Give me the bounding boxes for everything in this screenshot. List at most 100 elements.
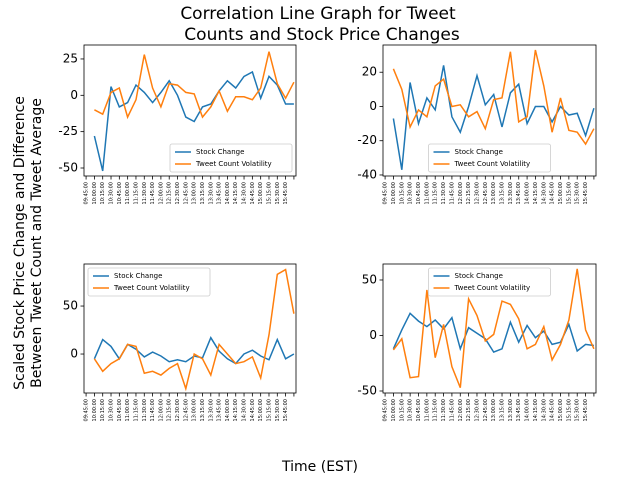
x-tick-label: 13:15:00 — [200, 399, 206, 421]
y-axis-label: Scaled Stock Price Change and Difference — [12, 96, 28, 390]
x-tick-label: 10:30:00 — [109, 182, 115, 204]
series-line — [392, 49, 595, 146]
x-tick-label: 15:00:00 — [558, 182, 564, 204]
legend-label: Tweet Count Volatility — [454, 160, 531, 168]
axes-frame — [83, 44, 297, 177]
axes-frame — [83, 263, 297, 394]
x-tick-label: 15:00:00 — [558, 399, 564, 421]
x-tick-label: 14:15:00 — [233, 182, 239, 204]
x-tick-label: 11:15:00 — [433, 182, 439, 204]
subplot: -40 -20 0 20 09:45:00 10:00:00 10:15:00 10:30:0… — [357, 44, 597, 204]
x-tick-label: 13:15:00 — [500, 182, 506, 204]
x-tick-label: 15:45:00 — [283, 399, 289, 421]
x-tick-label: 10:45:00 — [117, 182, 123, 204]
x-tick-label: 09:45:00 — [84, 399, 90, 421]
x-tick-label: 13:15:00 — [200, 182, 206, 204]
x-tick-label: 14:00:00 — [525, 182, 531, 204]
x-tick-label: 12:00:00 — [158, 182, 164, 204]
x-tick-label: 12:30:00 — [475, 399, 481, 421]
x-tick-label: 11:45:00 — [150, 399, 156, 421]
x-tick-label: 15:30:00 — [275, 182, 281, 204]
x-tick-label: 15:00:00 — [258, 182, 264, 204]
axes-frame — [382, 44, 597, 177]
x-tick-label: 11:30:00 — [441, 182, 447, 204]
y-tick-label: 0 — [369, 328, 377, 342]
x-tick-label: 13:00:00 — [192, 399, 198, 421]
subplot: -50 0 50 09:45:00 10:00:00 10:15:00 10:30:00 10… — [357, 263, 597, 421]
x-tick-label: 10:00:00 — [391, 399, 397, 421]
x-tick-label: 09:45:00 — [383, 399, 389, 421]
legend-label: Stock Change — [114, 272, 162, 280]
x-tick-label: 11:45:00 — [449, 399, 455, 421]
series-line — [392, 268, 595, 388]
x-tick-label: 12:45:00 — [483, 182, 489, 204]
x-tick-label: 10:45:00 — [416, 182, 422, 204]
x-tick-label: 11:30:00 — [441, 399, 447, 421]
series-line — [94, 51, 295, 120]
x-tick-label: 10:15:00 — [100, 182, 106, 204]
x-tick-label: 13:15:00 — [500, 399, 506, 421]
y-tick-label: -40 — [357, 167, 377, 181]
x-tick-label: 12:15:00 — [167, 399, 173, 421]
y-tick-label: 25 — [63, 51, 78, 65]
y-tick-label: 50 — [63, 299, 78, 313]
x-tick-label: 15:30:00 — [275, 399, 281, 421]
legend-label: Tweet Count Volatility — [454, 284, 531, 292]
legend-box — [428, 143, 551, 173]
x-tick-label: 15:45:00 — [583, 399, 589, 421]
x-tick-label: 12:00:00 — [458, 399, 464, 421]
y-tick-label: 50 — [362, 272, 377, 286]
x-tick-label: 13:30:00 — [208, 399, 214, 421]
x-tick-label: 12:45:00 — [483, 399, 489, 421]
subplot: 0 50 09:45:00 10:00:00 10:15:00 10:30:00 10:45… — [63, 263, 297, 421]
x-tick-label: 14:30:00 — [242, 399, 248, 421]
y-tick-label: 0 — [70, 347, 78, 361]
series-line — [93, 268, 295, 392]
x-tick-label: 11:45:00 — [150, 182, 156, 204]
x-tick-label: 12:15:00 — [466, 182, 472, 204]
x-tick-label: 13:30:00 — [508, 182, 514, 204]
x-tick-label: 10:45:00 — [117, 399, 123, 421]
x-tick-label: 12:30:00 — [475, 182, 481, 204]
x-tick-label: 14:30:00 — [541, 182, 547, 204]
x-tick-label: 11:00:00 — [125, 182, 131, 204]
x-tick-label: 13:00:00 — [491, 399, 497, 421]
x-tick-label: 11:45:00 — [449, 182, 455, 204]
x-tick-label: 10:45:00 — [416, 399, 422, 421]
x-tick-label: 13:30:00 — [208, 182, 214, 204]
legend-label: Stock Change — [455, 148, 503, 156]
x-tick-label: 11:00:00 — [424, 399, 430, 421]
x-tick-label: 15:15:00 — [566, 182, 572, 204]
x-tick-label: 14:15:00 — [533, 182, 539, 204]
x-tick-label: 11:00:00 — [424, 182, 430, 204]
y-tick-label: 0 — [369, 99, 377, 113]
x-tick-label: 10:15:00 — [399, 399, 405, 421]
legend-box — [169, 143, 293, 173]
legend-box — [428, 267, 551, 297]
x-tick-label: 11:00:00 — [125, 399, 131, 421]
x-tick-label: 11:15:00 — [134, 399, 140, 421]
legend-label: Stock Change — [455, 272, 503, 280]
x-tick-label: 12:30:00 — [175, 399, 181, 421]
x-tick-label: 12:45:00 — [183, 182, 189, 204]
x-tick-label: 15:15:00 — [267, 399, 273, 421]
x-tick-label: 13:45:00 — [217, 399, 223, 421]
x-tick-label: 15:30:00 — [575, 182, 581, 204]
legend-label: Stock Change — [196, 148, 244, 156]
x-axis-label: Time (EST) — [281, 459, 358, 475]
x-tick-label: 12:00:00 — [158, 399, 164, 421]
x-tick-label: 15:00:00 — [258, 399, 264, 421]
x-tick-label: 14:45:00 — [250, 182, 256, 204]
legend-label: Tweet Count Volatility — [113, 284, 190, 292]
x-tick-label: 11:15:00 — [134, 182, 140, 204]
x-tick-label: 13:00:00 — [192, 182, 198, 204]
y-axis-label: Between Tweet Count and Tweet Average — [29, 98, 45, 388]
x-tick-label: 14:00:00 — [225, 182, 231, 204]
x-tick-label: 14:30:00 — [541, 399, 547, 421]
x-tick-label: 10:00:00 — [391, 182, 397, 204]
x-tick-label: 14:00:00 — [225, 399, 231, 421]
x-tick-label: 15:15:00 — [566, 399, 572, 421]
legend-box — [87, 267, 211, 297]
x-tick-label: 10:15:00 — [399, 182, 405, 204]
